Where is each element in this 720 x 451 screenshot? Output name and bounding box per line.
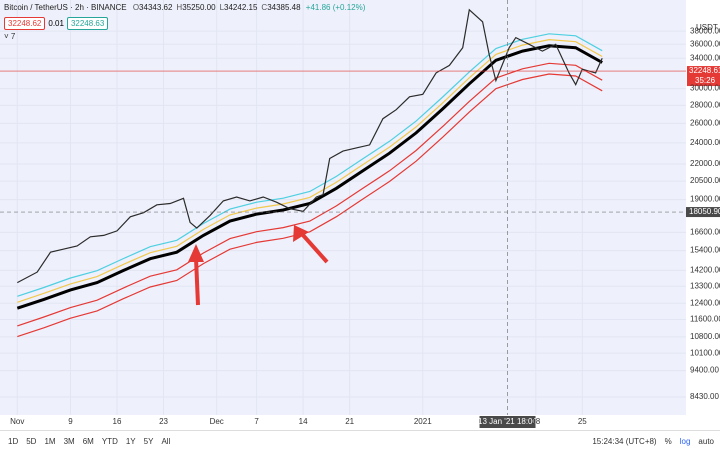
sell-button[interactable]: 32248.62 [4,17,46,30]
exchange: BINANCE [91,3,127,12]
indicators-toggle[interactable]: ˅ 7 [4,32,16,41]
spread: 0.01 [48,19,64,28]
trade-panel: 32248.62 0.01 32248.63 [4,17,109,30]
range-button[interactable]: 1D [8,436,19,446]
ohlc-value: 34343.62 [139,3,173,12]
series-line [17,62,603,327]
ohlc-value: 34242.15 [224,3,258,12]
toolbar-right: 15:24:34 (UTC+8) % log auto [592,437,720,446]
y-tick-label: 10100.00 [690,348,720,357]
y-tick-label: 19000.00 [690,195,720,204]
y-tick-label: 22000.00 [690,159,720,168]
arrow-head [188,244,204,262]
ohlc-key: H [176,3,183,12]
symbol: Bitcoin / TetherUS [4,3,68,12]
log-toggle[interactable]: log [679,436,691,446]
range-button[interactable]: 5D [26,436,37,446]
y-tick-label: 28000.00 [690,100,720,109]
range-button[interactable]: 6M [82,436,94,446]
indicator-count: 7 [10,32,16,41]
plot-background [0,0,686,415]
y-tick-label: 36000.00 [690,39,720,48]
auto-toggle[interactable]: auto [698,436,714,446]
x-tick-label: 23 [159,417,168,426]
y-tick-label: 13300.00 [690,281,720,290]
buy-button[interactable]: 32248.63 [66,17,109,30]
interval: 2h [75,3,84,12]
series-line [17,73,603,338]
symbol-header: Bitcoin / TetherUS · 2h · BINANCE O34343… [4,3,366,12]
y-tick-label: 9400.00 [690,366,719,375]
countdown: 35:26 [695,76,716,85]
arrow-shaft [300,232,329,264]
range-button[interactable]: All [161,436,171,446]
y-tick-label: 14200.00 [690,265,720,274]
crosshair-x-bg [479,416,536,428]
ohlc-key: O [132,3,140,12]
y-tick-label: 11600.00 [690,315,720,324]
crosshair-x-label: 13 Jan '21 18:00 [478,417,537,426]
range-button[interactable]: 5Y [143,436,154,446]
x-tick-label: 2021 [414,417,432,426]
x-tick-label: 7 [254,417,259,426]
ohlc-key: C [261,3,268,12]
y-tick-label: 20500.00 [690,176,720,185]
y-tick-label: 26000.00 [690,118,720,127]
clock: 15:24:34 (UTC+8) [592,436,657,446]
y-tick-label: 16600.00 [690,228,720,237]
change: +41.86 (+0.12%) [305,3,366,12]
y-tick-label: 24000.00 [690,138,720,147]
bottom-toolbar: 1D 5D 1M 3M 6M YTD 1Y 5Y All 15:24:34 (UTC+8) % … [0,430,720,451]
x-tick-label: 25 [578,417,587,426]
x-tick-label: 14 [299,417,308,426]
ohlc: O34343.62 H35250.00 L34242.15 C34385.48 [129,3,301,12]
price-label: 32248.61 [689,66,720,75]
crosshair-y-label: 18050.90 [689,207,720,216]
currency: USDT [696,23,718,32]
x-tick-label: 16 [113,417,122,426]
series [16,8,603,338]
x-tick-label: 9 [68,417,73,426]
crosshair-y-bg [686,207,720,218]
arrow-head [293,225,309,242]
range-buttons: 1D 5D 1M 3M 6M YTD 1Y 5Y All [0,437,170,446]
range-button[interactable]: YTD [101,436,118,446]
percent-toggle[interactable]: % [664,436,672,446]
series-line [17,33,603,297]
x-tick-label: Dec [210,417,224,426]
ohlc-value: 35250.00 [182,3,216,12]
annotation-arrows [188,225,329,306]
x-tick-label: 18 [531,417,540,426]
range-button[interactable]: 1Y [125,436,136,446]
ohlc-value: 34385.48 [267,3,301,12]
x-tick-label: 21 [345,417,354,426]
range-button[interactable]: 3M [63,436,75,446]
y-tick-label: 38000.00 [690,26,720,35]
y-tick-label: 30000.00 [690,84,720,93]
price-label-bg [687,66,720,87]
y-tick-label: 12400.00 [690,298,720,307]
ohlc-key: L [219,3,225,12]
series-line [17,38,603,303]
y-tick-label: 10800.00 [690,332,720,341]
y-tick-label: 8430.00 [690,392,719,401]
range-button[interactable]: 1M [44,436,56,446]
arrow-shaft [194,257,200,306]
y-tick-label: 34000.00 [690,53,720,62]
y-tick-label: 15400.00 [690,246,720,255]
series-line [17,8,603,284]
x-tick-label: Nov [10,417,24,426]
